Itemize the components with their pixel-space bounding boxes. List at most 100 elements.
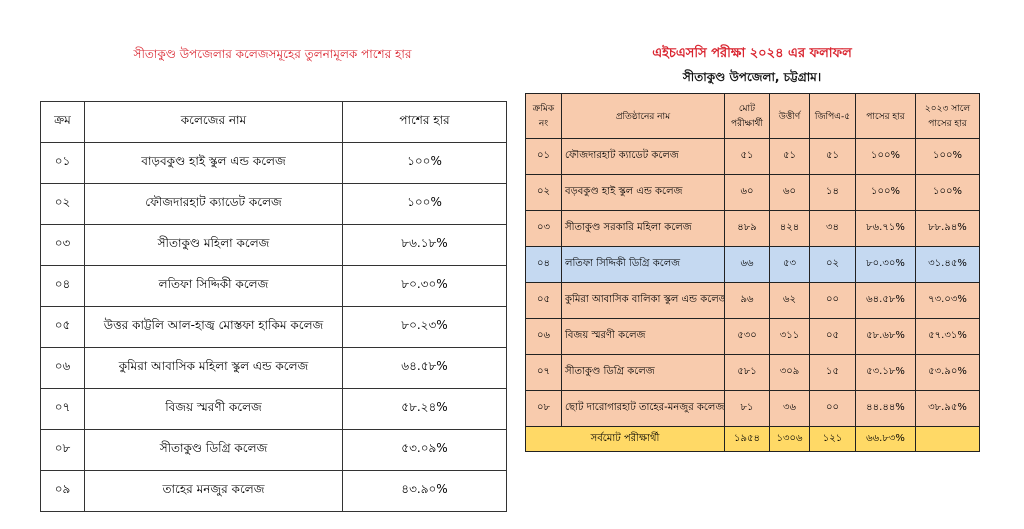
table-cell: বড়বকুণ্ড হাই স্কুল এন্ড কলেজ: [561, 174, 725, 211]
total-cell: ১২১: [809, 426, 856, 452]
table-row: ০৮ ছোট দারোগারহাট তাহের-মনজুর কলেজ ৮১ ৩৬ ০০ ৪…: [525, 390, 980, 427]
table-row: ০৯ তাহের মনজুর কলেজ ৪৩.৯০%: [40, 470, 507, 512]
table-row: ০২ ফৌজদারহাট ক্যাডেট কলেজ ১০০%: [40, 183, 507, 225]
table-cell: ৬০: [769, 174, 810, 211]
table-cell: কুমিরা আবাসিক মহিলা স্কুল এন্ড কলেজ: [84, 347, 343, 389]
table-cell: ৩৮.৯৫%: [915, 390, 980, 427]
table-row: ০৩ সীতাকুণ্ড মহিলা কলেজ ৮৬.১৮%: [40, 224, 507, 266]
table-cell: বিজয় স্মরণী কলেজ: [561, 318, 725, 355]
table-cell: ৩১১: [769, 318, 810, 355]
table-cell: ফৌজদারহাট ক্যাডেট কলেজ: [561, 138, 725, 175]
table-row: ০৪ লতিফা সিদ্দিকী কলেজ ৮০.৩০%: [40, 265, 507, 307]
header-cell: প্রতিষ্ঠানের নাম: [561, 93, 725, 139]
table-cell: ৫৩.০৯%: [342, 429, 507, 471]
table-cell: ৩১.৪৫%: [915, 246, 980, 283]
left-title: সীতাকুণ্ড উপজেলার কলেজসমূহের তুলনামূলক প…: [133, 47, 412, 61]
table-cell: ৪৮৯: [724, 210, 770, 247]
table-row: ০৮ সীতাকুণ্ড ডিগ্রি কলেজ ৫৩.০৯%: [40, 429, 507, 471]
header-cell: ক্রম: [40, 101, 85, 143]
table-row: ০৭ বিজয় স্মরণী কলেজ ৫৮.২৪%: [40, 388, 507, 430]
table-cell: ৬২: [769, 282, 810, 319]
table-row: ০৪ লতিফা সিদ্দিকী ডিগ্রি কলেজ ৬৬ ৫৩ ০২ ৮০.৩০%…: [525, 246, 980, 283]
left-table: ক্রম কলেজের নাম পাশের হার ০১ বাড়বকুণ্ড হাই …: [40, 101, 507, 512]
right-table: ক্রমিক নং প্রতিষ্ঠানের নাম মোট পরীক্ষার্থী…: [525, 93, 980, 452]
header-row: ক্রম কলেজের নাম পাশের হার: [40, 101, 507, 143]
table-cell: ৭৩.০৩%: [915, 282, 980, 319]
table-cell: ১০০%: [855, 174, 916, 211]
table-cell: ৫৩: [769, 246, 810, 283]
table-cell: ০৭: [40, 388, 85, 430]
table-cell: ৪৪.৪৪%: [855, 390, 916, 427]
table-cell: ৫৩.১৮%: [855, 354, 916, 391]
total-cell: [915, 426, 980, 452]
table-cell: ৯৬: [724, 282, 770, 319]
right-title: এইচএসসি পরীক্ষা ২০২৪ এর ফলাফল: [652, 46, 852, 61]
table-cell: ছোট দারোগারহাট তাহের-মনজুর কলেজ: [561, 390, 725, 427]
table-cell: ৮৬.৭১%: [855, 210, 916, 247]
table-cell: বিজয় স্মরণী কলেজ: [84, 388, 343, 430]
table-cell: ১০০%: [342, 142, 507, 184]
table-cell: ০০: [809, 282, 856, 319]
table-cell: ০৫: [40, 306, 85, 348]
table-cell: লতিফা সিদ্দিকী ডিগ্রি কলেজ: [561, 246, 725, 283]
table-cell: বাড়বকুণ্ড হাই স্কুল এন্ড কলেজ: [84, 142, 343, 184]
table-cell: ৫৮১: [724, 354, 770, 391]
table-cell: সীতাকুণ্ড সরকারি মহিলা কলেজ: [561, 210, 725, 247]
total-cell: ৬৬.৮৩%: [855, 426, 916, 452]
header-cell: কলেজের নাম: [84, 101, 343, 143]
table-cell: ৬৪.৫৮%: [855, 282, 916, 319]
table-cell: কুমিরা আবাসিক বালিকা স্কুল এন্ড কলেজ: [561, 282, 725, 319]
table-cell: ৮০.৩০%: [855, 246, 916, 283]
header-cell: জিপিএ-৫: [809, 93, 856, 139]
table-cell: ০৯: [40, 470, 85, 512]
table-cell: ১০০%: [915, 174, 980, 211]
table-cell: ৩৪: [809, 210, 856, 247]
table-cell: ৩৬: [769, 390, 810, 427]
table-row: ০১ ফৌজদারহাট ক্যাডেট কলেজ ৫১ ৫১ ৫১ ১০০% ১০০%: [525, 138, 980, 175]
table-cell: লতিফা সিদ্দিকী কলেজ: [84, 265, 343, 307]
table-cell: ০৩: [40, 224, 85, 266]
header-cell: উত্তীর্ণ: [769, 93, 810, 139]
table-cell: ০৬: [525, 318, 562, 355]
table-cell: ০২: [809, 246, 856, 283]
total-row: সর্বমোট পরীক্ষার্থী ১৯৫৪ ১৩০৬ ১২১ ৬৬.৮৩%: [525, 426, 980, 452]
table-cell: ৮৬.১৮%: [342, 224, 507, 266]
table-cell: ১৫: [809, 354, 856, 391]
table-row: ০৬ বিজয় স্মরণী কলেজ ৫৩০ ৩১১ ০৫ ৫৮.৬৮% ৫৭.৩১%: [525, 318, 980, 355]
table-row: ০২ বড়বকুণ্ড হাই স্কুল এন্ড কলেজ ৬০ ৬০ ১৪ ১০০…: [525, 174, 980, 211]
table-cell: ০১: [40, 142, 85, 184]
table-cell: উত্তর কাট্টলি আল-হাজ্ব মোস্তফা হাকিম কলে…: [84, 306, 343, 348]
table-cell: ০৮: [525, 390, 562, 427]
total-cell: ১৯৫৪: [724, 426, 770, 452]
table-cell: ০০: [809, 390, 856, 427]
table-cell: ০১: [525, 138, 562, 175]
header-cell: পাশের হার: [342, 101, 507, 143]
table-cell: ফৌজদারহাট ক্যাডেট কলেজ: [84, 183, 343, 225]
table-row: ০৩ সীতাকুণ্ড সরকারি মহিলা কলেজ ৪৮৯ ৪২৪ ৩৪ ৮৬.…: [525, 210, 980, 247]
table-cell: ৫৩.৯০%: [915, 354, 980, 391]
table-cell: ০৩: [525, 210, 562, 247]
table-cell: ০৮: [40, 429, 85, 471]
table-cell: ৪৩.৯০%: [342, 470, 507, 512]
table-cell: ৫১: [809, 138, 856, 175]
total-cell: ১৩০৬: [769, 426, 810, 452]
table-cell: সীতাকুণ্ড ডিগ্রি কলেজ: [84, 429, 343, 471]
table-cell: ৮৮.৯৪%: [915, 210, 980, 247]
table-cell: ০৭: [525, 354, 562, 391]
table-cell: ১৪: [809, 174, 856, 211]
table-cell: ৫৩০: [724, 318, 770, 355]
table-cell: ০৬: [40, 347, 85, 389]
table-cell: ৩০৯: [769, 354, 810, 391]
table-cell: ৫১: [769, 138, 810, 175]
table-cell: ৮০.৩০%: [342, 265, 507, 307]
table-cell: সীতাকুণ্ড মহিলা কলেজ: [84, 224, 343, 266]
table-cell: ০৪: [525, 246, 562, 283]
table-cell: ৬০: [724, 174, 770, 211]
table-cell: ৬৪.৫৮%: [342, 347, 507, 389]
table-cell: ১০০%: [855, 138, 916, 175]
table-cell: ৬৬: [724, 246, 770, 283]
table-cell: ৫৭.৩১%: [915, 318, 980, 355]
table-cell: ৫৮.৬৮%: [855, 318, 916, 355]
table-row: ০৫ কুমিরা আবাসিক বালিকা স্কুল এন্ড কলেজ ৯৬…: [525, 282, 980, 319]
